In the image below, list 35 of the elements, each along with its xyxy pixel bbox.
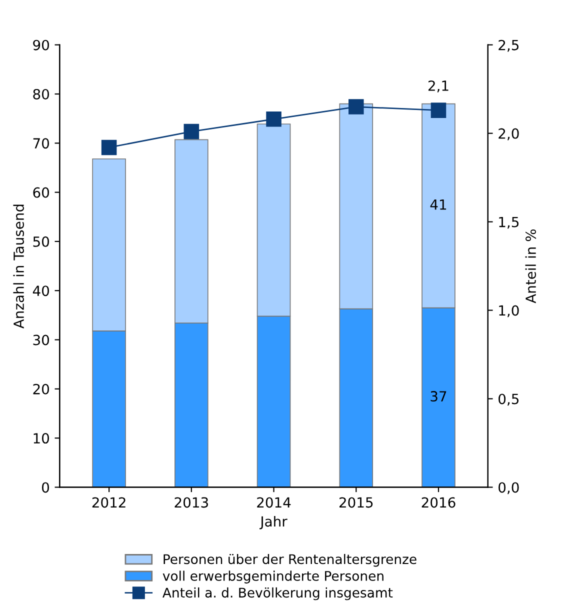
x-tick-label: 2015 [339,497,373,508]
y2-tick-label: 2,0 [498,128,519,140]
y-tick-label: 90 [33,40,49,50]
y2-tick-label: 0,5 [498,394,519,406]
y-tick-label: 60 [33,187,49,198]
y-axis-title: Anzahl in Tausend [13,204,24,329]
y-tick-label: 50 [33,236,49,247]
x-tick-label: 2012 [92,497,126,508]
x-tick-label: 2016 [422,497,456,508]
x-axis-title: Jahr [260,516,288,530]
x-tick-label: 2014 [257,497,291,508]
point [184,124,200,140]
y-tick-label: 40 [32,286,49,296]
y-tick-label: 70 [33,138,49,149]
y-tick-label: 0 [42,482,49,493]
y2-tick-label: 1,5 [499,216,519,229]
data-label: 41 [430,200,446,210]
legend-label: Personen über der Rentenaltersgrenze [164,554,416,567]
y-tick-label: 20 [33,384,49,394]
y2-axis-title: Anteil in % [525,229,536,304]
point [266,112,282,127]
y2-tick-label: 1,0 [499,305,519,318]
point [348,99,364,114]
y-tick-label: 30 [33,334,49,346]
data-label: 2,1 [428,80,448,92]
y2-tick-label: 2,5 [498,40,519,52]
x-tick-label: 2013 [174,497,208,508]
data-label: 37 [430,391,446,402]
y2-tick-label: 0,0 [498,482,519,494]
y-tick-label: 10 [34,433,49,444]
point [430,102,446,118]
point [101,140,117,156]
legend-label: voll erwerbsgeminderte Personen [162,570,384,584]
legend-label: Anteil a. d. Bevölkerung insgesamt [162,587,393,600]
y-tick-label: 80 [33,88,49,100]
